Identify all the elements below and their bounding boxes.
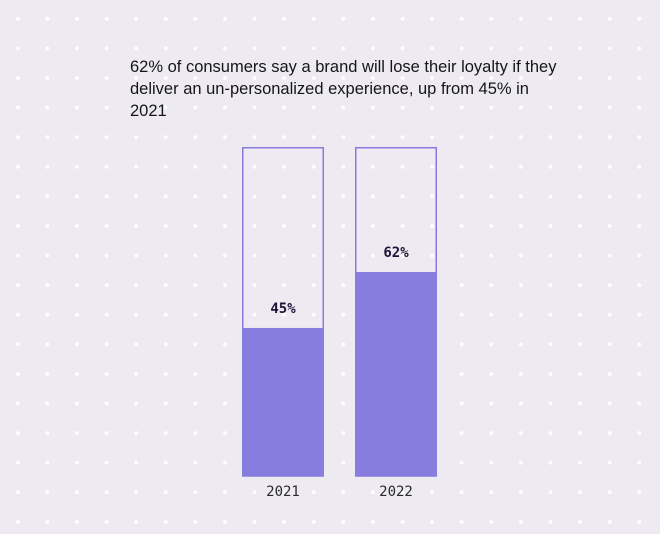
bar-2022 [355, 272, 437, 476]
bar-2021 [242, 327, 324, 476]
x-tick-label-2022: 2022 [379, 484, 413, 500]
chart-title: 62% of consumers say a brand will lose t… [130, 58, 557, 120]
data-label-2021: 45% [270, 301, 296, 317]
data-label-2022: 62% [383, 245, 409, 261]
x-tick-label-2021: 2021 [266, 484, 300, 500]
